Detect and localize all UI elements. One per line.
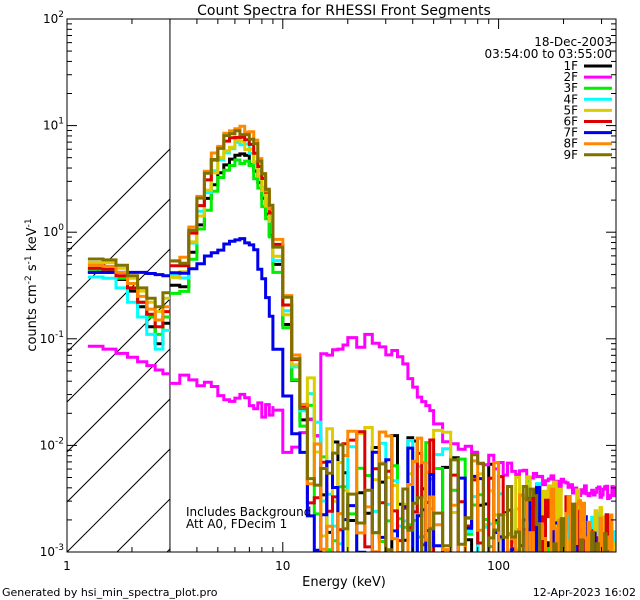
legend-label-7F: 7F bbox=[563, 126, 578, 140]
x-axis-label: Energy (keV) bbox=[302, 575, 386, 590]
x-tick-label: 100 bbox=[487, 559, 510, 573]
series-line-2F bbox=[87, 332, 616, 500]
series-line-9F bbox=[87, 129, 610, 552]
x-tick-label: 10 bbox=[275, 559, 290, 573]
y-tick-label: 100 bbox=[43, 223, 64, 239]
legend-label-4F: 4F bbox=[563, 92, 578, 106]
series-line-8F bbox=[87, 124, 614, 552]
y-tick-label: 10-1 bbox=[40, 330, 64, 346]
y-tick-label: 10-3 bbox=[40, 543, 64, 559]
legend-label-9F: 9F bbox=[563, 148, 578, 162]
annotation-background: Includes Background bbox=[186, 505, 311, 519]
chart-title: Count Spectra for RHESSI Front Segments bbox=[197, 3, 491, 19]
generated-by-label: Generated by hsi_min_spectra_plot.pro bbox=[2, 586, 218, 599]
generation-timestamp: 12-Apr-2023 16:02 bbox=[533, 586, 636, 599]
legend-label-1F: 1F bbox=[563, 59, 578, 73]
x-tick-label: 1 bbox=[63, 559, 71, 573]
legend-label-2F: 2F bbox=[563, 70, 578, 84]
y-tick-label: 102 bbox=[43, 10, 64, 26]
plot-frame bbox=[66, 18, 617, 553]
excluded-energy-region bbox=[67, 148, 170, 552]
observation-date: 18-Dec-2003 bbox=[534, 35, 612, 49]
y-axis-label: counts cm-2 s-1 keV-1 bbox=[24, 218, 40, 351]
legend-label-8F: 8F bbox=[563, 137, 578, 151]
legend-label-6F: 6F bbox=[563, 115, 578, 129]
time-range: 03:54:00 to 03:55:00 bbox=[485, 47, 612, 61]
series-line-7F bbox=[87, 237, 605, 552]
annotation-attenuator: Att A0, FDecim 1 bbox=[186, 517, 287, 531]
legend-label-3F: 3F bbox=[563, 81, 578, 95]
y-tick-label: 101 bbox=[43, 117, 64, 133]
y-tick-label: 10-2 bbox=[40, 436, 64, 452]
legend-label-5F: 5F bbox=[563, 103, 578, 117]
